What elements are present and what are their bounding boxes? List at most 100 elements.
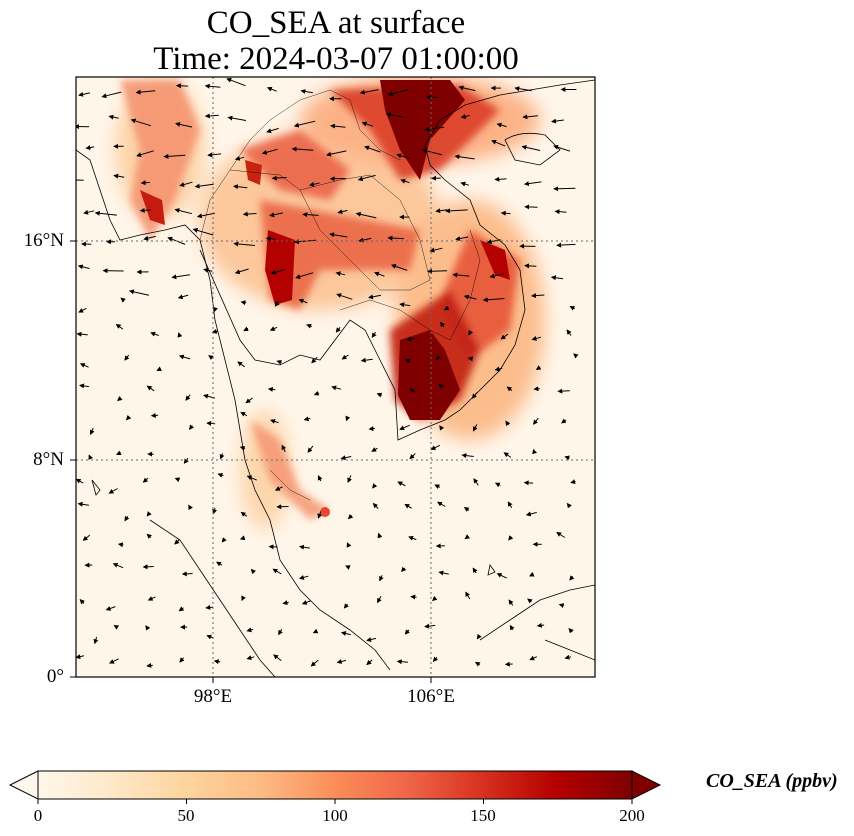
wind-arrow <box>300 88 313 94</box>
wind-arrow <box>204 83 221 89</box>
wind-arrow <box>211 328 218 334</box>
wind-arrow <box>364 145 381 153</box>
wind-arrow <box>76 478 84 484</box>
wind-arrow <box>500 210 511 216</box>
wind-arrow <box>569 575 575 581</box>
wind-arrow <box>306 323 312 329</box>
gridlines <box>76 77 595 677</box>
wind-arrow <box>177 332 183 338</box>
wind-arrow <box>174 539 180 545</box>
lat-label-16n: 16°N <box>23 230 64 251</box>
wind-arrow <box>227 115 247 121</box>
wind-arrow <box>525 511 537 517</box>
wind-arrow <box>535 365 542 371</box>
wind-arrow <box>299 544 310 550</box>
wind-arrow <box>476 633 482 640</box>
wind-arrow <box>397 481 406 487</box>
wind-arrow <box>226 77 246 87</box>
wind-arrow <box>274 486 283 491</box>
wind-arrow <box>213 659 221 665</box>
wind-arrow <box>400 178 410 184</box>
wind-arrow <box>205 604 214 610</box>
wind-vectors <box>76 77 579 668</box>
wind-arrow <box>489 273 504 279</box>
wind-arrow <box>372 483 378 489</box>
wind-arrow <box>189 424 195 431</box>
wind-arrow <box>89 427 95 436</box>
wind-arrow <box>551 118 564 124</box>
wind-arrow <box>124 354 130 361</box>
wind-arrow <box>120 297 126 303</box>
wind-arrow <box>194 183 214 189</box>
map-frame <box>75 76 596 678</box>
wind-arrow <box>533 386 540 392</box>
wind-arrow <box>270 419 279 424</box>
wind-arrow <box>335 326 341 333</box>
wind-arrow <box>508 535 514 541</box>
wind-arrow <box>409 388 416 394</box>
wind-arrow <box>472 424 478 432</box>
wind-arrow <box>343 603 349 609</box>
wind-arrow <box>472 567 478 574</box>
colorbar-tick-150: 150 <box>470 806 496 825</box>
wind-arrow <box>443 305 450 311</box>
wind-arrow <box>216 561 223 567</box>
wind-arrow <box>213 306 218 313</box>
wind-arrow <box>566 502 572 509</box>
hotspot-red-river-delta <box>380 80 465 180</box>
wind-arrow <box>115 323 124 330</box>
wind-arrow <box>146 533 152 539</box>
wind-arrow <box>507 501 513 509</box>
wind-arrow <box>337 209 348 215</box>
wind-arrow <box>313 390 320 396</box>
wind-arrow <box>435 354 442 361</box>
wind-arrow <box>310 659 319 667</box>
wind-arrow <box>529 655 538 661</box>
wind-arrow <box>460 114 470 119</box>
wind-arrow <box>452 272 470 278</box>
wind-arrow <box>117 396 123 402</box>
wind-arrow <box>557 388 570 394</box>
wind-arrow <box>439 425 445 431</box>
wind-arrow <box>145 625 151 631</box>
wind-arrow <box>404 358 412 364</box>
wind-arrow <box>366 659 373 666</box>
wind-arrow <box>234 268 249 275</box>
wind-arrow <box>174 208 193 215</box>
wind-arrow <box>494 482 501 488</box>
hotspot-peninsula <box>320 507 330 517</box>
wind-arrow <box>175 83 189 89</box>
wind-arrow <box>573 353 579 359</box>
wind-arrow <box>570 479 576 485</box>
wind-arrow <box>554 209 567 215</box>
wind-arrow <box>272 568 282 575</box>
wind-arrow <box>171 274 190 280</box>
wind-arrow <box>208 355 214 361</box>
wind-arrow <box>482 297 505 303</box>
wind-arrow <box>524 263 537 269</box>
wind-arrow <box>460 181 469 187</box>
wind-arrow <box>514 86 532 92</box>
wind-arrow <box>301 600 311 605</box>
wind-arrow <box>79 598 85 605</box>
concentration-field <box>76 77 595 677</box>
wind-arrow <box>130 118 151 127</box>
wind-arrow <box>79 383 89 389</box>
wind-arrow <box>455 236 469 242</box>
wind-arrow <box>503 452 512 458</box>
wind-arrow <box>531 335 542 341</box>
wind-arrow <box>440 321 445 328</box>
wind-arrow <box>83 209 95 215</box>
wind-arrow <box>521 144 541 151</box>
country-borders <box>199 89 481 501</box>
wind-arrow <box>569 306 576 311</box>
wind-arrow <box>307 445 314 453</box>
wind-arrow <box>330 123 346 129</box>
wind-arrow <box>335 271 346 277</box>
wind-arrow <box>465 591 471 600</box>
wind-arrow <box>347 475 352 484</box>
wind-arrow <box>303 416 311 422</box>
colorbar-body <box>37 770 633 800</box>
wind-arrow <box>185 394 191 401</box>
wind-arrow <box>135 89 156 95</box>
